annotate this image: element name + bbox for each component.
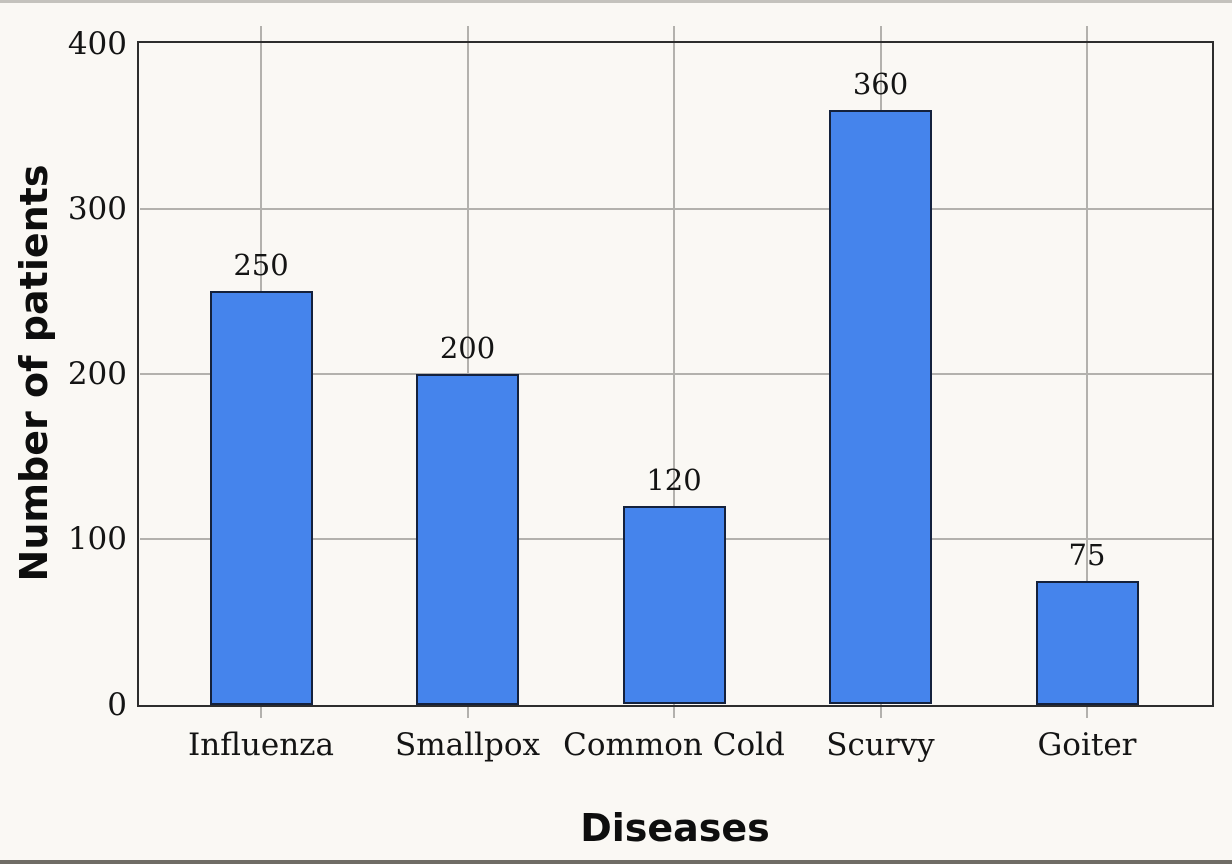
photo-edge-artifact-top xyxy=(0,0,1232,3)
bar-common-cold xyxy=(622,506,726,705)
plot-frame xyxy=(137,41,1214,707)
v-gridline xyxy=(466,26,469,718)
y-axis-title: Number of patients xyxy=(12,164,56,582)
x-tick-label: Goiter xyxy=(1037,727,1137,763)
v-gridline xyxy=(673,26,675,718)
x-tick-label: Common Cold xyxy=(563,727,785,763)
bar-influenza xyxy=(209,291,313,705)
y-tick-label: 400 xyxy=(67,25,127,62)
x-tick-label: Influenza xyxy=(188,727,334,763)
y-tick-label: 0 xyxy=(107,686,127,723)
bar-smallpox xyxy=(416,374,519,705)
bar-value-label: 250 xyxy=(233,248,289,283)
bar-value-label: 120 xyxy=(646,463,702,498)
bar-scurvy xyxy=(829,109,932,705)
v-gridline xyxy=(1086,26,1088,718)
bar-value-label: 75 xyxy=(1068,537,1106,572)
h-gridline xyxy=(139,373,1212,375)
y-tick-label: 300 xyxy=(67,190,127,227)
h-gridline xyxy=(139,207,1212,210)
y-tick-label: 200 xyxy=(67,356,127,392)
x-tick-label: Smallpox xyxy=(395,727,540,763)
bar-value-label: 360 xyxy=(852,66,909,101)
bar-goiter xyxy=(1035,580,1139,705)
x-tick-label: Scurvy xyxy=(826,727,935,763)
photo-edge-artifact-bottom xyxy=(0,860,1232,864)
x-axis-title: Diseases xyxy=(580,806,770,850)
y-tick-label: 100 xyxy=(67,521,127,558)
bar-value-label: 200 xyxy=(439,331,496,365)
